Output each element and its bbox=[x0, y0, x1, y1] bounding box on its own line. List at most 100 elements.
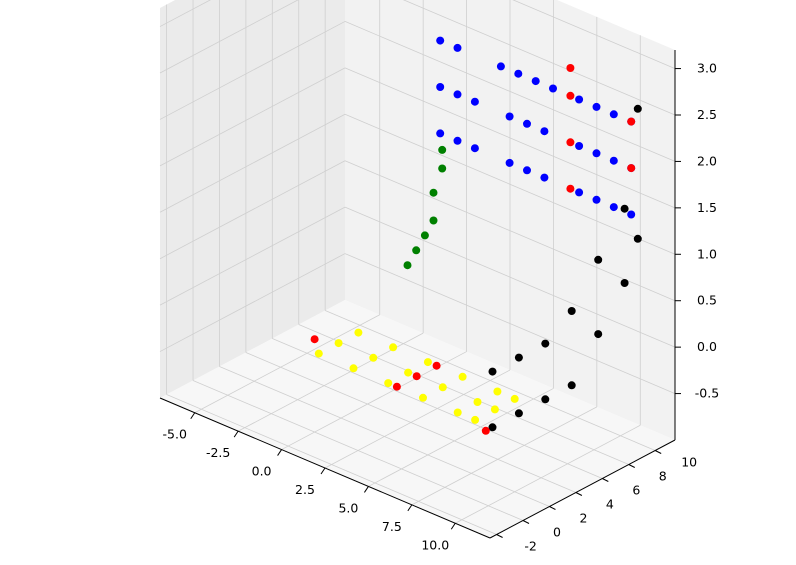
data-point-series-1 bbox=[541, 395, 550, 404]
grid-line-y bbox=[245, 352, 577, 493]
data-point-series-0 bbox=[453, 136, 462, 145]
data-point-series-1 bbox=[633, 234, 642, 243]
data-point-series-0 bbox=[496, 62, 505, 71]
y-tick-mark bbox=[602, 478, 609, 482]
data-point-series-4 bbox=[310, 335, 319, 344]
grid-line-x bbox=[324, 369, 511, 469]
z-tick-label: -0.5 bbox=[695, 386, 719, 401]
data-point-series-1 bbox=[567, 307, 576, 315]
data-point-series-2 bbox=[490, 405, 499, 414]
data-point-series-0 bbox=[575, 95, 584, 104]
z-tick-label: 0.0 bbox=[697, 339, 717, 354]
data-point-series-0 bbox=[436, 83, 445, 91]
x-tick-mark bbox=[190, 412, 196, 420]
data-point-series-2 bbox=[389, 343, 398, 352]
grid-line-z bbox=[402, 0, 676, 116]
x-tick-mark bbox=[277, 449, 282, 456]
x-tick-mark bbox=[233, 430, 239, 438]
data-point-series-1 bbox=[514, 353, 523, 362]
x-tick-label: 0.0 bbox=[252, 464, 272, 479]
data-point-series-3 bbox=[412, 246, 421, 255]
grid-line-z bbox=[159, 206, 346, 306]
x-tick-mark bbox=[320, 467, 326, 475]
data-point-series-3 bbox=[438, 145, 447, 154]
x-tick-label: -2.5 bbox=[206, 445, 230, 460]
data-point-series-0 bbox=[436, 129, 445, 138]
z-tick-label: 3.0 bbox=[697, 61, 717, 76]
axis-panes bbox=[160, 0, 675, 538]
data-point-series-2 bbox=[419, 393, 427, 402]
x-tick-mark bbox=[407, 504, 413, 512]
grid-line-y bbox=[219, 366, 550, 507]
grid-line-z bbox=[512, 0, 676, 69]
data-point-series-4 bbox=[432, 361, 441, 370]
data-point-series-0 bbox=[609, 156, 618, 165]
data-point-series-1 bbox=[633, 104, 642, 113]
x-tick-label: -5.0 bbox=[163, 427, 187, 442]
data-point-series-0 bbox=[523, 119, 531, 128]
grid-line-y bbox=[298, 324, 629, 465]
data-point-series-2 bbox=[438, 383, 447, 392]
data-point-series-1 bbox=[488, 423, 497, 432]
data-point-series-4 bbox=[481, 426, 490, 435]
y-tick-mark bbox=[628, 464, 635, 468]
data-point-series-0 bbox=[453, 90, 462, 99]
data-point-series-1 bbox=[541, 339, 550, 348]
data-point-series-0 bbox=[514, 69, 523, 78]
data-point-series-1 bbox=[594, 330, 603, 339]
z-tick-label: 1.5 bbox=[697, 200, 717, 215]
grid-line-y bbox=[325, 310, 656, 451]
z-tick-label: 2.5 bbox=[697, 107, 717, 122]
data-points bbox=[310, 36, 642, 435]
grid-line-z bbox=[344, 206, 676, 348]
data-point-series-3 bbox=[429, 188, 438, 197]
data-point-series-0 bbox=[436, 36, 445, 45]
grid-line-z bbox=[344, 253, 676, 394]
grid-line-x bbox=[194, 314, 380, 414]
data-point-series-0 bbox=[592, 195, 601, 204]
y-tick-mark bbox=[575, 492, 583, 496]
data-point-series-2 bbox=[354, 328, 363, 337]
data-point-series-0 bbox=[523, 166, 531, 175]
grid-line-z bbox=[344, 113, 676, 255]
grid-line-z bbox=[159, 113, 346, 213]
data-point-series-4 bbox=[566, 91, 575, 100]
y-tick-label: 2 bbox=[579, 511, 587, 526]
data-point-series-1 bbox=[514, 409, 523, 418]
data-point-series-1 bbox=[620, 204, 629, 213]
data-point-series-0 bbox=[575, 188, 584, 197]
grid-line-x bbox=[455, 424, 641, 524]
data-point-series-2 bbox=[349, 364, 358, 373]
grid-line-z bbox=[159, 0, 212, 27]
data-point-series-0 bbox=[627, 210, 636, 219]
data-point-series-4 bbox=[566, 138, 575, 147]
y-tick-label: 10 bbox=[681, 455, 697, 470]
data-point-series-2 bbox=[510, 394, 519, 403]
y-axis-line bbox=[489, 439, 676, 539]
data-point-series-2 bbox=[334, 339, 343, 348]
data-point-series-0 bbox=[549, 84, 557, 93]
x-tick-label: 2.5 bbox=[295, 482, 315, 497]
data-point-series-0 bbox=[453, 43, 462, 52]
y-tick-label: 6 bbox=[632, 483, 640, 498]
grid-line-x bbox=[411, 406, 598, 506]
data-point-series-0 bbox=[470, 97, 479, 106]
data-point-series-3 bbox=[403, 261, 412, 270]
data-point-series-4 bbox=[627, 117, 636, 126]
grid-line-z bbox=[344, 67, 676, 209]
grid-line-z bbox=[159, 0, 299, 74]
y-tick-label: 4 bbox=[606, 497, 614, 512]
z-tick-label: 1.0 bbox=[697, 246, 717, 261]
data-point-series-0 bbox=[609, 203, 618, 212]
y-tick-mark bbox=[496, 534, 503, 538]
data-point-series-2 bbox=[458, 372, 467, 381]
grid-line-y bbox=[192, 380, 524, 521]
grid-line-z bbox=[344, 21, 676, 162]
data-point-series-4 bbox=[627, 164, 636, 173]
data-point-series-2 bbox=[314, 349, 323, 358]
grid-line-y bbox=[272, 338, 603, 479]
data-point-series-1 bbox=[488, 367, 497, 376]
data-point-series-0 bbox=[609, 110, 618, 119]
data-point-series-3 bbox=[429, 216, 438, 225]
data-point-series-0 bbox=[505, 112, 514, 121]
